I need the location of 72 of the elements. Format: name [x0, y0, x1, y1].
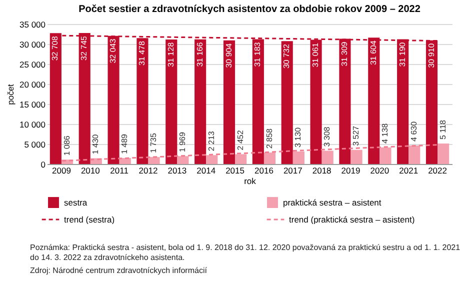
legend-label: trend (praktická sestra – asistent) [289, 214, 415, 224]
data-label: 30 910 [426, 42, 436, 68]
data-label: 32 043 [108, 38, 118, 64]
data-label: 1 430 [91, 134, 100, 154]
data-label: 4 630 [409, 120, 418, 142]
bar [408, 145, 420, 164]
y-tick-label: 5 000 [24, 140, 46, 150]
y-tick-label: 35 000 [20, 20, 46, 30]
y-axis-title: počet [6, 83, 16, 105]
data-label: 32 745 [80, 35, 89, 60]
x-tick-label: 2013 [168, 166, 187, 176]
data-label: 5 118 [438, 120, 448, 140]
data-label: 31 309 [340, 41, 349, 66]
bar [380, 147, 392, 164]
x-tick-label: 2022 [428, 166, 448, 176]
x-tick-label: 2009 [52, 166, 72, 176]
data-label: 3 130 [294, 126, 303, 148]
data-label: 30 904 [224, 42, 234, 68]
data-label: 1 489 [120, 133, 130, 154]
x-tick-label: 2018 [312, 166, 332, 176]
x-tick-label: 2021 [399, 166, 418, 176]
x-tick-label: 2020 [370, 166, 390, 176]
data-label: 1 086 [62, 135, 72, 156]
data-label: 4 138 [380, 122, 390, 144]
legend-label: sestra [64, 198, 88, 208]
x-tick-label: 2019 [341, 166, 360, 176]
data-label: 31 478 [137, 40, 146, 66]
y-tick-label: 15 000 [20, 100, 46, 110]
data-label: 3 308 [322, 126, 332, 147]
y-tick-label: 20 000 [20, 80, 46, 90]
data-label: 1 969 [178, 132, 187, 152]
data-label: 30 732 [282, 44, 292, 69]
chart-title: Počet sestier a zdravotníckych asistentov za obdobie rokov 2009 – 2022 [78, 4, 421, 15]
data-label: 32 708 [50, 36, 60, 61]
y-tick-label: 25 000 [20, 60, 46, 70]
data-label: 31 061 [311, 42, 320, 68]
bar [264, 152, 276, 164]
bar [223, 40, 236, 164]
y-tick-label: 30 000 [20, 40, 46, 50]
y-tick-label: 0 [40, 160, 46, 170]
bar [438, 144, 450, 164]
data-label: 1 735 [149, 132, 158, 154]
data-label: 31 183 [253, 42, 262, 67]
x-tick-label: 2017 [283, 166, 303, 176]
text: Poznámka: Praktická sestra - asistent, bola od 1. 9. 2018 do 31. 12. 2020 považovaná za praktickú sestru a od 1. 1. 2021 do 14. 3. 2022 za zdravotníckeho asistenta. [30, 243, 462, 263]
x-tick-label: 2011 [110, 166, 129, 176]
bar [292, 151, 304, 164]
bar [206, 155, 218, 164]
bar [148, 157, 160, 164]
bar [235, 154, 247, 164]
x-tick-label: 2014 [196, 166, 216, 176]
data-label: 2 858 [264, 128, 274, 149]
legend-label: praktická sestra – asistent [283, 198, 382, 208]
bar [119, 158, 131, 164]
x-tick-label: 2012 [138, 166, 158, 176]
data-label: 3 527 [352, 125, 361, 146]
x-tick-label: 2016 [254, 166, 274, 176]
data-label: 31 604 [368, 40, 378, 66]
y-tick-label: 10 000 [20, 120, 46, 130]
data-label: 31 166 [195, 42, 204, 67]
data-label: 2 213 [206, 130, 216, 152]
x-tick-label: 2015 [226, 166, 245, 176]
text: Zdroj: Národné centrum zdravotníckych informácií [30, 266, 208, 276]
data-label: 31 128 [166, 42, 176, 67]
x-tick-label: 2010 [80, 166, 100, 176]
data-label: 2 452 [236, 130, 245, 150]
x-axis-title: rok [244, 176, 257, 186]
legend-label: trend (sestra) [64, 214, 115, 224]
bar [350, 150, 362, 164]
data-label: 31 190 [398, 42, 407, 67]
bar [177, 156, 189, 164]
bar [322, 150, 334, 164]
